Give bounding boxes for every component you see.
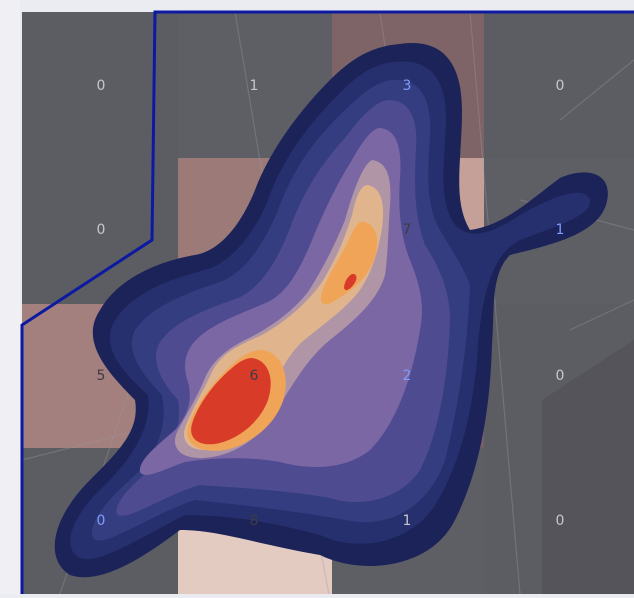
cell-count-label: 0 <box>556 78 565 94</box>
boundary-outline <box>20 10 634 594</box>
count-labels: 0 1 3 0 0 7 1 5 6 2 0 0 8 1 0 <box>97 78 565 529</box>
cell-count-label: 1 <box>556 222 565 238</box>
cell-count-label: 5 <box>97 368 106 384</box>
building-block <box>542 340 634 594</box>
density-peak <box>191 358 271 445</box>
cell-count-label: 7 <box>403 222 412 238</box>
cell-count-label: 0 <box>97 78 106 94</box>
cell-count-label: 8 <box>250 513 259 529</box>
cell-count-label: 3 <box>403 78 412 94</box>
cell-count-label: 1 <box>403 513 412 529</box>
map-left-margin <box>0 0 20 594</box>
cell-count-label: 0 <box>556 368 565 384</box>
cell-count-label: 6 <box>250 368 259 384</box>
cell-count-label: 2 <box>403 368 412 384</box>
kde-density <box>54 43 608 578</box>
density-peak <box>344 273 357 291</box>
cell-count-label: 0 <box>97 513 106 529</box>
density-contour <box>320 221 378 305</box>
grid-cell <box>484 12 634 158</box>
cell-count-label: 1 <box>250 78 259 94</box>
cell-count-label: 0 <box>556 513 565 529</box>
cell-count-label: 0 <box>97 222 106 238</box>
